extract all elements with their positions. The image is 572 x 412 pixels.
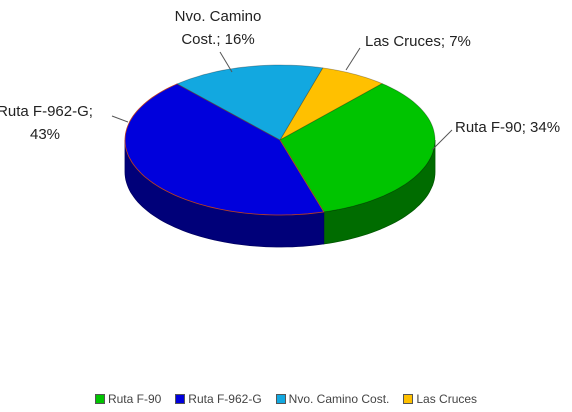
legend-label: Las Cruces (416, 392, 478, 406)
legend-item: Nvo. Camino Cost. (275, 392, 390, 406)
leader-line (219, 51, 233, 73)
leader-line (345, 47, 361, 71)
pie-plot (111, 47, 453, 248)
legend-item: Ruta F-90 (94, 392, 162, 406)
legend-swatch (175, 394, 186, 404)
legend-item: Ruta F-962-G (175, 392, 262, 406)
slice (278, 67, 384, 142)
legend-label: Nvo. Camino Cost. (288, 392, 390, 406)
data-label: Nvo. Camino Cost.; 16% (174, 8, 262, 48)
legend-label: Ruta F-90 (107, 392, 162, 406)
legend-swatch (94, 394, 105, 404)
slice (124, 83, 325, 216)
legend-item: Las Cruces (403, 392, 477, 406)
legend-swatch (275, 394, 286, 404)
data-label: Las Cruces; 7% (365, 33, 471, 50)
legend-label: Ruta F-962-G (188, 392, 262, 406)
legend-swatch (403, 394, 414, 404)
leader-line (431, 129, 453, 151)
leader-line (111, 115, 129, 123)
slice (279, 83, 436, 213)
legend: Ruta F-90 Ruta F-962-G Nvo. Camino Cost. La… (0, 392, 572, 406)
data-label: Ruta F-962-G; 43% (0, 103, 93, 143)
slice (176, 64, 324, 141)
data-label: Ruta F-90; 34% (455, 119, 561, 136)
